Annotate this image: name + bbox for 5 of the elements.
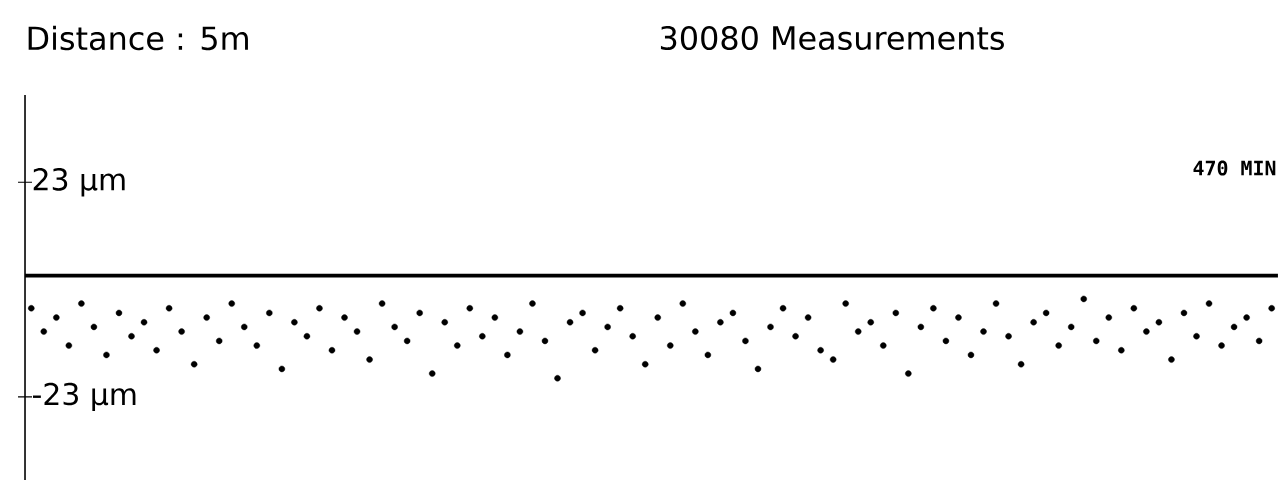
y-tick-label: 23 µm <box>33 168 125 197</box>
chart-title: 30080 Measurements <box>660 25 1004 51</box>
text: Distance : 5m <box>28 25 248 51</box>
annotation: 470 MIN <box>1193 160 1276 176</box>
y-tick-label: -23 µm <box>32 382 136 412</box>
